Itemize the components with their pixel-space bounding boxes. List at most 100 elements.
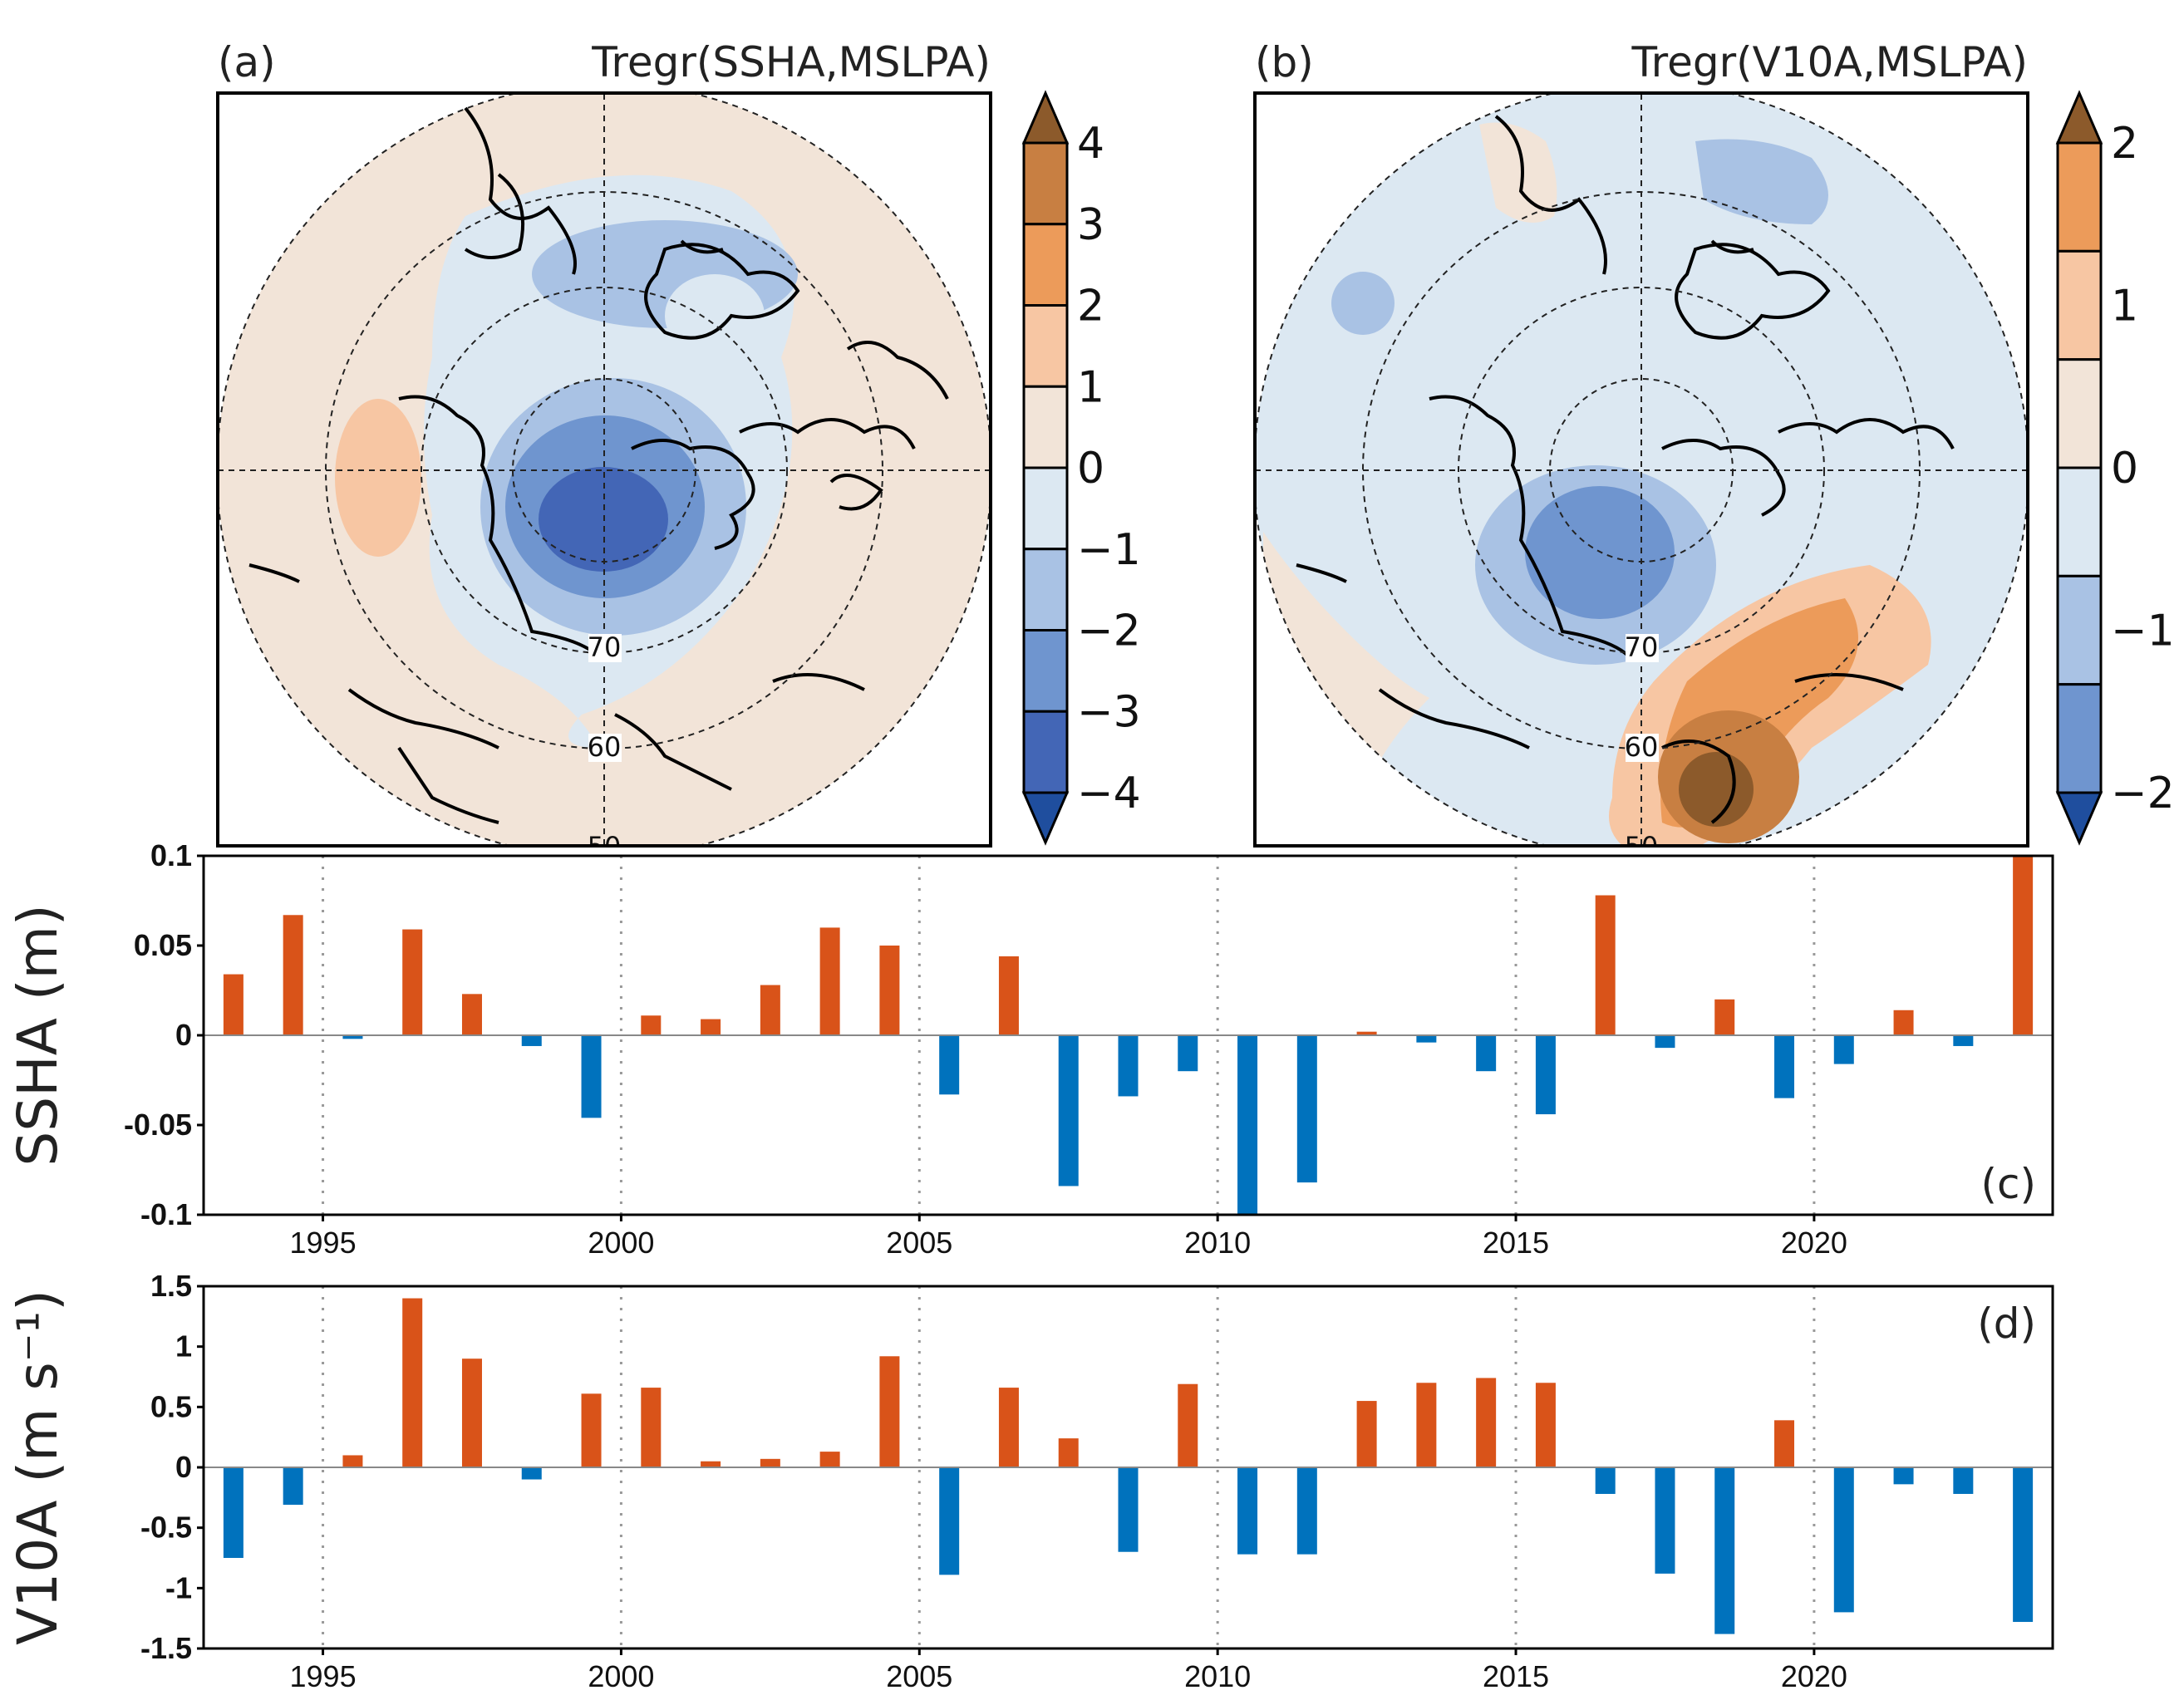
colorbar-a-tick-label: 3 (1077, 200, 1104, 250)
chart-c-bar-2012 (1356, 1031, 1377, 1035)
chart-d-ytick-label: 0 (175, 1450, 192, 1484)
chart-d-bar-1995 (342, 1455, 363, 1467)
chart-c-xtick-label: 2015 (1483, 1226, 1549, 1260)
chart-d-xtick-label: 2020 (1781, 1659, 1847, 1693)
colorbar-b-tick-label: 1 (2111, 282, 2138, 332)
chart-c-bar-2008 (1118, 1035, 1139, 1097)
chart-d-bar-1997 (461, 1359, 482, 1467)
colorbar-a-segment (1022, 304, 1069, 388)
chart-c-bar-1999 (581, 1035, 602, 1118)
chart-c-bar-2010 (1237, 1035, 1258, 1215)
colorbar-a-segment (1022, 466, 1069, 551)
chart-d-bar-2018 (1714, 1467, 1735, 1634)
chart-c-bar-2016 (1595, 895, 1616, 1035)
colorbar-b-segment (2056, 574, 2103, 686)
chart-d-ytick-label: 1.5 (150, 1269, 192, 1303)
chart-d-bar-2014 (1476, 1378, 1497, 1467)
map-b-shading (1255, 93, 2028, 846)
chart-c-bar-1994 (283, 915, 303, 1035)
chart-d-bar-2020 (1833, 1467, 1854, 1613)
chart-d-bar-2007 (1058, 1438, 1079, 1467)
map-panel-a: (a) Tregr(SSHA,MSLPA) (216, 38, 992, 862)
chart-d-bar-1998 (521, 1467, 542, 1480)
chart-d-xtick-label: 2015 (1483, 1659, 1549, 1693)
chart-c-ytick-label: 0.05 (134, 928, 192, 962)
chart-c-panel-label: (c) (1980, 1160, 2036, 1208)
map-b-lat-70: 70 (1625, 631, 1659, 663)
chart-d-bar-2017 (1655, 1467, 1675, 1574)
chart-d-ylabel: V10A (m s⁻¹) (6, 1290, 70, 1645)
chart-d-bar-2003 (819, 1452, 840, 1467)
chart-d-bar-2016 (1595, 1467, 1616, 1494)
chart-d-xtick-label: 2010 (1184, 1659, 1251, 1693)
map-b-coastlines (1296, 115, 1955, 824)
panel-b-title: Tregr(V10A,MSLPA) (1631, 38, 2028, 86)
colorbar-b-segment (2056, 141, 2103, 253)
chart-c-bar-2019 (1774, 1035, 1795, 1098)
chart-c-bar-2017 (1655, 1035, 1675, 1049)
chart-c-bar-2018 (1714, 999, 1735, 1035)
chart-c-bar-2003 (819, 927, 840, 1035)
chart-c-bar-1997 (461, 994, 482, 1035)
colorbar-b-bottom-triangle (2055, 791, 2103, 846)
chart-c-ytick-label: -0.1 (140, 1197, 192, 1231)
panel-a-label: (a) (218, 38, 276, 86)
colorbar-b: 2 1 0 −1 −2 (2055, 90, 2175, 846)
chart-c-bar-1996 (402, 929, 423, 1035)
colorbar-b-tick-label: −1 (2111, 607, 2175, 656)
map-a-lat-60: 60 (588, 731, 622, 763)
chart-c-bar-2021 (1893, 1010, 1914, 1035)
map-a-frame (216, 91, 992, 848)
panel-b-label: (b) (1255, 38, 1314, 86)
chart-c-ytick-label: -0.05 (124, 1108, 192, 1142)
chart-d-bar-1996 (402, 1298, 423, 1467)
colorbar-b-tick-label: 0 (2111, 444, 2138, 494)
chart-d-ytick-label: 1 (175, 1329, 192, 1363)
chart-d-bar-2000 (641, 1388, 662, 1467)
colorbar-a-tick-label: 4 (1077, 119, 1104, 169)
chart-c-ytick-label: 0.1 (150, 838, 192, 872)
chart-d-bar-2002 (760, 1458, 780, 1467)
map-a-lat-70: 70 (588, 631, 622, 663)
colorbar-a-tick-label: −2 (1077, 607, 1141, 656)
chart-d-bar-2010 (1237, 1467, 1258, 1555)
chart-c-bar-2022 (1953, 1035, 1974, 1046)
chart-c-bar-1993 (223, 974, 243, 1035)
colorbar-a: 4 3 2 1 0 −1 −2 −3 −4 (1021, 90, 1141, 846)
colorbar-b-segment (2056, 466, 2103, 577)
chart-c-bar-2009 (1178, 1035, 1198, 1072)
chart-d-bars (223, 1298, 2034, 1634)
chart-d-bar-2022 (1953, 1467, 1974, 1494)
chart-c-xticks: 1995 2000 2005 2010 2015 2020 (290, 1215, 1847, 1260)
chart-c-bar-1995 (342, 1035, 363, 1039)
chart-d-ytick-label: -0.5 (140, 1511, 192, 1545)
chart-c-xtick-label: 2005 (886, 1226, 952, 1260)
map-b-frame (1253, 91, 2029, 848)
map-a-lat-50: 50 (588, 831, 622, 862)
colorbar-b-tick-label: −2 (2111, 769, 2175, 818)
chart-d-bar-1999 (581, 1393, 602, 1467)
chart-d-yticks: 1.5 1 0.5 0 -0.5 -1 -1.5 (140, 1269, 204, 1665)
chart-d-bar-2005 (939, 1467, 960, 1575)
chart-d-xticks: 1995 2000 2005 2010 2015 2020 (290, 1648, 1847, 1693)
chart-c-bar-2005 (939, 1035, 960, 1095)
colorbar-b-segment (2056, 683, 2103, 794)
chart-c-yticks: 0.1 0.05 0 -0.05 -0.1 (124, 838, 204, 1231)
chart-c-xtick-label: 2010 (1184, 1226, 1251, 1260)
chart-d-xtick-label: 1995 (290, 1659, 357, 1693)
chart-d-bar-2015 (1535, 1383, 1556, 1467)
chart-c-bars (223, 856, 2034, 1215)
chart-d-bar-2021 (1893, 1467, 1914, 1485)
colorbar-a-bottom-triangle (1021, 791, 1070, 846)
chart-d-bar-2008 (1118, 1467, 1139, 1552)
colorbar-b-segment (2056, 249, 2103, 361)
chart-c-xtick-label: 2000 (588, 1226, 654, 1260)
chart-c-xtick-label: 1995 (290, 1226, 357, 1260)
chart-d-ytick-label: -1.5 (140, 1631, 192, 1665)
chart-c-bar-2000 (641, 1015, 662, 1035)
colorbar-a-tick-label: −1 (1077, 525, 1141, 575)
chart-d-bar-2013 (1416, 1383, 1437, 1467)
chart-d-ytick-label: 0.5 (150, 1389, 192, 1423)
bar-chart-c: 0.1 0.05 0 -0.05 -0.1 1995 2000 2005 2010 2015 20… (6, 838, 2054, 1260)
